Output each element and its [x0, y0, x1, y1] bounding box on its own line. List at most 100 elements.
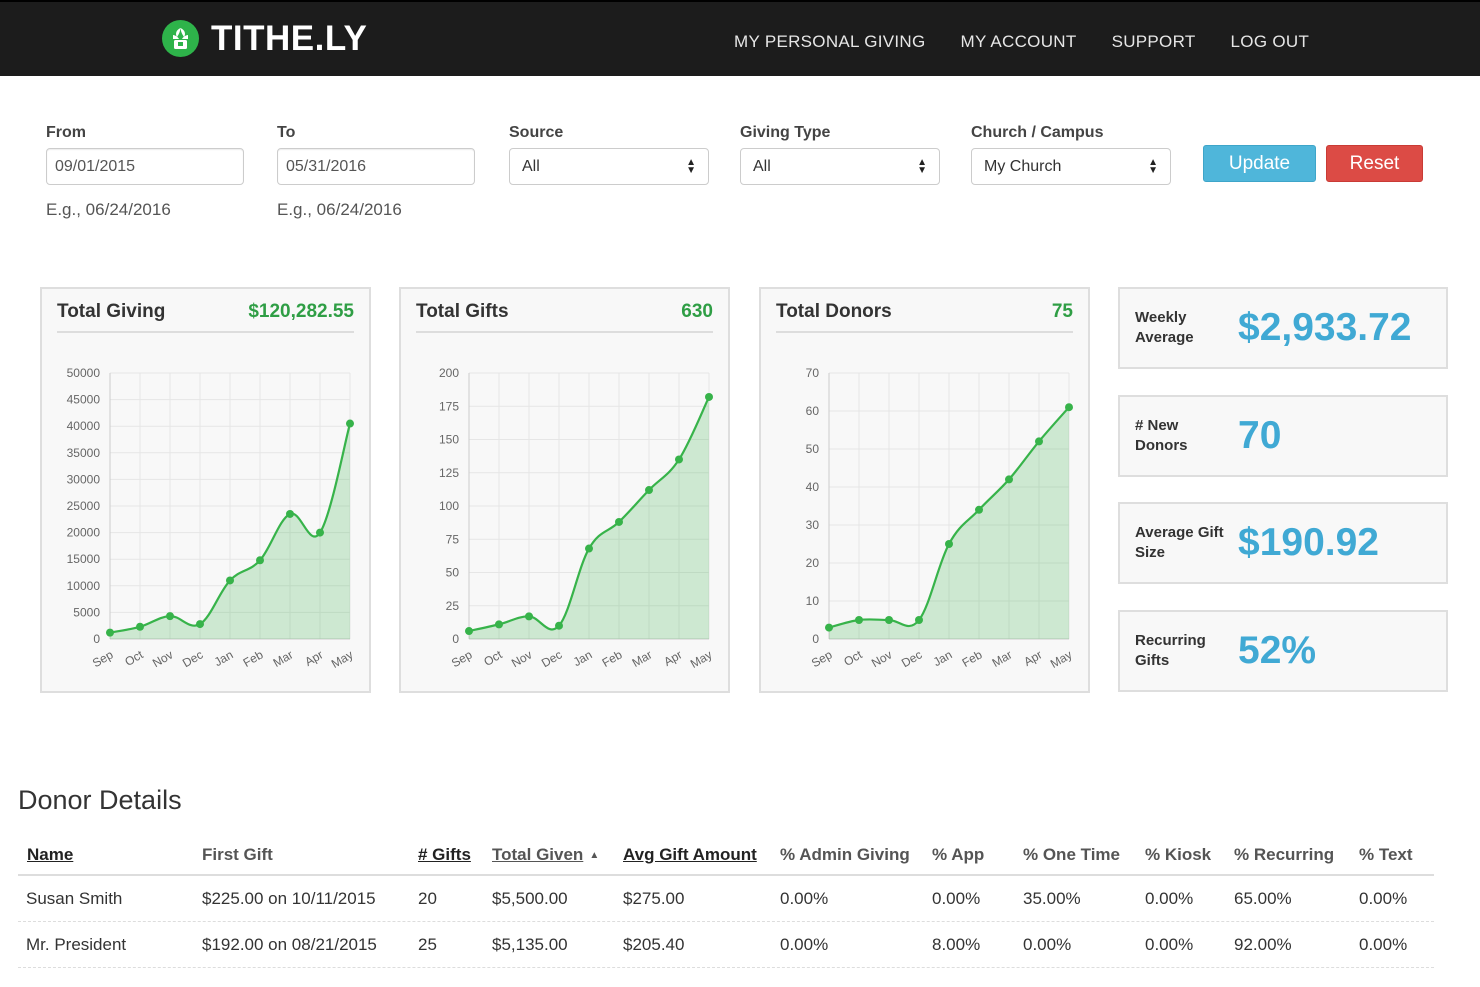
- data-point: [106, 628, 114, 637]
- data-point: [226, 576, 234, 585]
- nav-my-personal-giving[interactable]: MY PERSONAL GIVING: [734, 32, 926, 51]
- y-tick-label: 10: [806, 594, 820, 608]
- stat-value: 52%: [1238, 629, 1317, 672]
- table-row[interactable]: Mr. President $192.00 on 08/21/2015 25 $…: [18, 922, 1434, 968]
- data-point: [645, 486, 653, 495]
- campus-selected-value: My Church: [984, 157, 1062, 175]
- x-tick-label: Feb: [241, 647, 266, 670]
- col-admin-giving-header: % Admin Giving: [780, 845, 910, 864]
- y-tick-label: 30: [806, 518, 820, 532]
- card-title: Total Giving: [57, 301, 166, 322]
- y-tick-label: 25000: [67, 499, 101, 513]
- giving-type-select[interactable]: All ▲ ▼: [740, 148, 940, 185]
- from-label: From: [46, 124, 86, 141]
- nav-log-out[interactable]: LOG OUT: [1230, 32, 1310, 51]
- campus-label: Church / Campus: [971, 124, 1104, 141]
- campus-select[interactable]: My Church ▲ ▼: [971, 148, 1171, 185]
- recurring-gifts-stat: Recurring Gifts 52%: [1118, 610, 1448, 692]
- card-header: Total Gifts 630: [416, 301, 713, 333]
- y-tick-label: 50: [806, 442, 820, 456]
- x-tick-label: Oct: [481, 647, 505, 669]
- data-point: [705, 392, 713, 401]
- x-tick-label: Feb: [600, 647, 625, 670]
- x-tick-label: Nov: [869, 647, 894, 670]
- nav-my-account[interactable]: MY ACCOUNT: [960, 32, 1077, 51]
- card-value: $120,282.55: [248, 301, 354, 322]
- y-tick-label: 75: [446, 532, 460, 546]
- x-tick-label: Apr: [302, 647, 325, 668]
- data-point: [136, 622, 144, 631]
- update-button[interactable]: Update: [1203, 145, 1316, 182]
- y-tick-label: 5000: [73, 605, 100, 619]
- data-point: [885, 616, 893, 624]
- col-first-gift-header: First Gift: [202, 845, 273, 864]
- cell-name: Susan Smith: [26, 888, 123, 908]
- to-date-input[interactable]: [277, 148, 475, 185]
- total-gifts-card: Total Gifts 630 0 25 50 75 100 125 150 175 200 Se…: [399, 287, 730, 693]
- y-tick-label: 50000: [67, 366, 101, 380]
- data-point: [615, 517, 623, 526]
- stat-value: 70: [1238, 414, 1282, 457]
- col-avg-gift-header[interactable]: Avg Gift Amount: [623, 845, 757, 864]
- y-tick-label: 45000: [67, 393, 101, 407]
- x-tick-label: Nov: [509, 647, 534, 670]
- y-tick-label: 125: [439, 466, 459, 480]
- y-tick-label: 20: [806, 556, 820, 570]
- y-tick-label: 0: [452, 632, 459, 646]
- cell-one-time: 0.00%: [1023, 934, 1072, 954]
- x-tick-label: Mar: [990, 647, 1015, 669]
- x-tick-label: Jan: [571, 647, 595, 669]
- y-tick-label: 35000: [67, 446, 101, 460]
- x-tick-label: Apr: [1021, 647, 1044, 668]
- card-header: Total Giving $120,282.55: [57, 301, 354, 333]
- from-date-input[interactable]: [46, 148, 244, 185]
- data-point: [555, 621, 563, 630]
- col-gifts-header[interactable]: # Gifts: [418, 845, 471, 864]
- stat-label: # New Donors: [1135, 417, 1188, 454]
- cell-total-given: $5,135.00: [492, 934, 568, 954]
- cell-app: 8.00%: [932, 934, 981, 954]
- table-row[interactable]: Susan Smith $225.00 on 10/11/2015 20 $5,…: [18, 876, 1434, 922]
- nav-support[interactable]: SUPPORT: [1111, 32, 1196, 51]
- source-label: Source: [509, 124, 564, 141]
- x-tick-label: May: [1048, 647, 1075, 670]
- data-point: [945, 540, 953, 548]
- to-filter: To E.g., 06/24/2016: [277, 124, 475, 220]
- col-name-header[interactable]: Name: [27, 845, 74, 864]
- y-tick-label: 0: [812, 632, 819, 646]
- x-tick-label: Dec: [539, 647, 564, 670]
- cell-admin-giving: 0.00%: [780, 934, 829, 954]
- stat-label: Average Gift Size: [1135, 524, 1224, 561]
- data-point: [525, 612, 533, 621]
- table-header-row: Name First Gift # Gifts Total Given ▲ Avg…: [18, 836, 1434, 876]
- tithely-leaf-icon: [162, 20, 199, 57]
- series-area: [829, 407, 1069, 639]
- data-point: [825, 623, 833, 632]
- data-point: [1005, 475, 1013, 484]
- brand-name: TITHE.LY: [211, 19, 368, 58]
- x-tick-label: Jan: [212, 647, 236, 669]
- reset-button[interactable]: Reset: [1326, 145, 1423, 182]
- data-point: [855, 616, 863, 624]
- brand-logo[interactable]: TITHE.LY: [162, 20, 367, 57]
- data-point: [286, 509, 294, 518]
- data-point: [975, 505, 983, 514]
- y-tick-label: 200: [439, 366, 459, 380]
- y-tick-label: 100: [439, 499, 459, 513]
- data-point: [316, 528, 324, 537]
- y-tick-label: 150: [439, 433, 459, 447]
- source-select[interactable]: All ▲ ▼: [509, 148, 709, 185]
- y-tick-label: 0: [93, 632, 100, 646]
- cell-name: Mr. President: [26, 934, 127, 954]
- cell-text: 0.00%: [1359, 934, 1408, 954]
- card-value: 75: [1051, 301, 1073, 322]
- cell-gifts: 20: [418, 888, 437, 908]
- giving-type-selected-value: All: [753, 157, 771, 175]
- data-point: [196, 620, 204, 629]
- col-total-given-header[interactable]: Total Given ▲: [492, 836, 599, 874]
- y-tick-label: 10000: [67, 579, 101, 593]
- x-tick-label: Sep: [809, 647, 835, 670]
- cell-app: 0.00%: [932, 888, 981, 908]
- x-tick-label: Sep: [449, 647, 475, 670]
- nav-links: MY PERSONAL GIVING MY ACCOUNT SUPPORT LO…: [734, 32, 1344, 52]
